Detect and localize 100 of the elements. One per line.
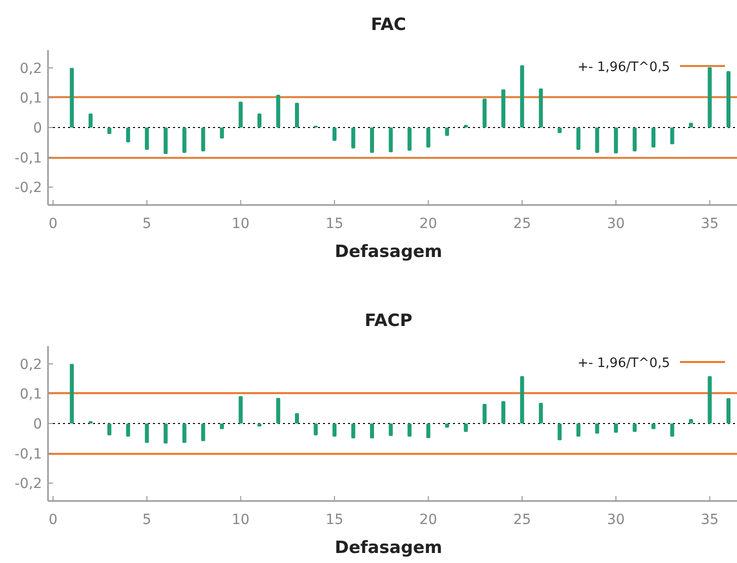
x-tick-label: 5 [142,216,152,232]
bar [370,424,374,438]
bar [314,424,318,436]
bar [70,364,74,424]
bar [201,128,206,152]
bar [388,424,393,436]
bar [614,424,618,433]
bar [482,404,487,424]
x-tick-label: 20 [419,216,438,232]
y-tick-label: 0,2 [20,356,42,373]
bar [164,128,168,154]
bar [144,424,149,443]
bar [426,128,430,148]
bar [670,424,674,437]
bar [126,128,130,142]
y-tick-label: 0 [33,416,42,432]
bar [482,98,487,128]
bar [70,68,74,128]
bar [708,376,712,424]
y-tick-label: 0,1 [20,90,42,107]
x-tick-label: 0 [48,512,58,528]
bar [182,424,186,443]
bar [558,128,562,134]
y-tick-label: 0,1 [20,386,42,403]
bar [408,128,412,151]
bar [670,128,674,144]
chart-title: FAC [370,15,406,35]
legend-label: +- 1,96/T^0,5 [577,356,670,371]
x-tick-label: 15 [326,216,344,232]
bar [558,424,562,440]
bar [614,128,618,154]
bar [688,122,693,128]
bar [538,88,543,128]
x-tick-label: 35 [700,512,719,528]
bar [595,128,600,153]
x-tick-label: 35 [700,216,719,232]
x-tick-label: 0 [48,216,58,232]
bar [576,128,580,150]
bar [501,401,506,424]
x-tick-label: 10 [232,512,250,528]
bar [294,102,299,128]
y-tick-label: 0,2 [20,60,42,77]
bar [294,413,299,424]
y-tick-label: 0 [33,120,42,136]
bar [220,128,224,139]
y-tick-label: -0,2 [14,476,42,492]
bar [276,94,280,128]
bar [576,424,580,437]
bar [632,128,637,152]
x-tick-label: 20 [419,512,438,528]
bar [182,128,186,153]
bar [107,128,112,134]
bar [164,424,168,444]
bar [88,113,93,128]
bar [276,398,280,424]
y-tick-label: -0,1 [14,446,42,462]
x-axis-title: Defasagem [334,242,442,262]
bar [408,424,412,437]
legend-label: +- 1,96/T^0,5 [577,60,670,75]
bar [144,128,149,150]
bar [107,424,112,436]
bar [445,424,450,428]
x-tick-label: 5 [142,512,152,528]
x-axis-title: Defasagem [334,538,442,558]
bar [370,128,374,153]
bar [332,128,336,141]
bar [351,424,356,438]
bar [688,419,693,424]
x-tick-label: 25 [513,216,532,232]
x-tick-label: 25 [513,512,532,528]
bar [238,396,243,424]
bar [595,424,600,434]
bar [520,65,524,128]
bar [332,424,336,437]
bar [388,128,393,152]
bar [220,424,224,430]
x-tick-label: 30 [607,512,625,528]
bar [201,424,206,442]
bar [351,128,356,148]
bar [520,376,524,424]
bar [464,424,468,432]
bar [501,89,506,128]
bar [538,402,543,424]
bar [445,128,450,136]
bar [126,424,130,437]
bar [708,67,712,128]
bar [651,128,656,148]
x-tick-label: 30 [607,216,625,232]
bar [426,424,430,438]
bar [632,424,637,432]
x-tick-label: 10 [232,216,250,232]
bar [257,113,262,128]
bar [651,424,656,430]
bar [726,71,730,128]
y-tick-label: -0,1 [14,150,42,166]
bar [726,398,730,424]
bar [257,424,262,426]
y-tick-label: -0,2 [14,180,42,196]
bar [238,102,243,128]
chart-title: FACP [364,311,412,331]
